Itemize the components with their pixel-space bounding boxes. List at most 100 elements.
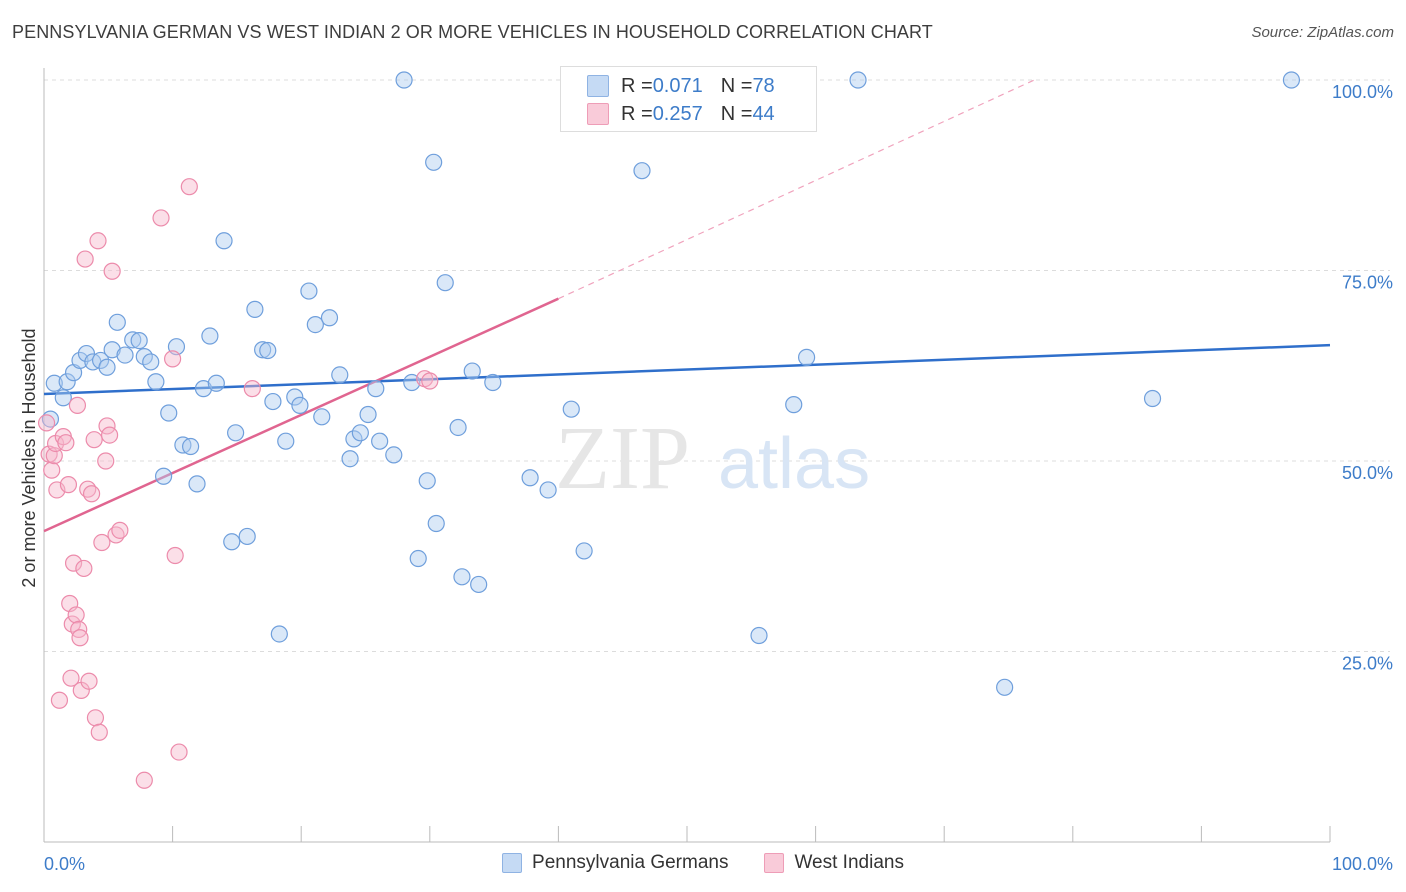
point-west-indians [243, 380, 261, 398]
point-pennsylvania-germans [367, 380, 385, 398]
watermark: ZIP atlas [555, 409, 870, 508]
point-west-indians [67, 606, 85, 624]
point-pennsylvania-germans [470, 575, 488, 594]
point-pennsylvania-germans [188, 475, 206, 493]
point-pennsylvania-germans [238, 527, 256, 546]
point-west-indians [43, 461, 61, 479]
legend-swatch-west-indians [764, 853, 785, 873]
source-label: Source: ZipAtlas.com [1251, 24, 1394, 41]
point-west-indians [93, 533, 111, 552]
point-pennsylvania-germans [142, 353, 160, 371]
point-pennsylvania-germans [371, 432, 389, 450]
chart-title: PENNSYLVANIA GERMAN VS WEST INDIAN 2 OR … [12, 22, 933, 42]
point-pennsylvania-germans [98, 358, 116, 376]
point-pennsylvania-germans [996, 678, 1014, 696]
trend-line-west-indians [43, 297, 559, 533]
point-pennsylvania-germans [463, 362, 481, 380]
point-pennsylvania-germans [300, 282, 318, 300]
point-pennsylvania-germans [313, 408, 331, 426]
point-pennsylvania-germans [320, 309, 339, 327]
y-tick-label: 25.0% [1342, 654, 1393, 674]
stats-r-value: 0.071 [652, 74, 703, 97]
point-pennsylvania-germans [291, 396, 309, 414]
point-west-indians [135, 771, 153, 789]
point-pennsylvania-germans [425, 153, 443, 171]
point-pennsylvania-germans [306, 316, 324, 334]
point-pennsylvania-germans [259, 341, 277, 360]
y-axis-label: 2 or more Vehicles in Household [19, 328, 39, 587]
stats-swatch-west-indians [587, 103, 609, 125]
point-pennsylvania-germans [223, 533, 241, 551]
point-pennsylvania-germans [277, 432, 295, 450]
data-points [37, 71, 1301, 789]
point-pennsylvania-germans [436, 274, 454, 292]
y-tick-label: 75.0% [1342, 273, 1393, 293]
point-pennsylvania-germans [575, 542, 593, 560]
point-pennsylvania-germans [254, 341, 272, 359]
point-west-indians [64, 554, 83, 572]
point-pennsylvania-germans [91, 351, 110, 370]
point-pennsylvania-germans [385, 446, 403, 464]
legend-label-west-indians: West Indians [794, 852, 904, 873]
point-pennsylvania-germans [521, 469, 539, 487]
point-west-indians [164, 350, 182, 368]
point-pennsylvania-germans [124, 331, 142, 349]
grid-lines [44, 79, 1390, 652]
point-west-indians [76, 250, 94, 268]
point-pennsylvania-germans [246, 300, 264, 318]
point-west-indians [57, 434, 75, 452]
point-pennsylvania-germans [341, 450, 359, 468]
point-pennsylvania-germans [453, 568, 471, 586]
y-tick-label: 100.0% [1332, 82, 1393, 102]
point-pennsylvania-germans [54, 389, 72, 407]
point-pennsylvania-germans [1282, 71, 1301, 89]
x-tick-label: 0.0% [44, 854, 85, 874]
point-west-indians [100, 426, 119, 444]
point-pennsylvania-germans [633, 162, 651, 180]
point-west-indians [85, 431, 103, 449]
point-pennsylvania-germans [286, 388, 304, 406]
stats-row-west-indians: R = 0.257 N = 44 [587, 101, 775, 127]
x-tick-label: 100.0% [1332, 854, 1393, 874]
point-pennsylvania-germans [427, 514, 445, 533]
point-pennsylvania-germans [351, 424, 369, 442]
stats-n-label: N = [720, 102, 753, 125]
point-west-indians [86, 709, 105, 727]
point-pennsylvania-germans [270, 625, 288, 643]
point-west-indians [111, 521, 129, 539]
stats-n-value: 78 [752, 74, 775, 97]
point-pennsylvania-germans [418, 472, 436, 490]
point-pennsylvania-germans [359, 405, 377, 424]
trend-lines [43, 79, 1331, 533]
stats-r-label: R = [621, 102, 653, 125]
point-pennsylvania-germans [147, 373, 165, 391]
point-west-indians [90, 723, 108, 741]
point-pennsylvania-germans [409, 549, 427, 568]
point-west-indians [166, 546, 184, 565]
point-west-indians [80, 672, 98, 690]
tick-labels: 25.0% 50.0% 75.0% 100.0% 0.0% 100.0% [44, 82, 1393, 874]
stats-n-value: 44 [752, 102, 775, 125]
axes [43, 68, 1331, 843]
point-pennsylvania-germans [71, 351, 89, 370]
point-west-indians [103, 262, 121, 280]
point-pennsylvania-germans [215, 232, 233, 250]
point-pennsylvania-germans [108, 313, 126, 331]
point-pennsylvania-germans [750, 626, 768, 645]
stats-legend: R = 0.071 N = 78 R = 0.257 N = 44 [560, 66, 817, 132]
stats-r-value: 0.257 [652, 102, 703, 125]
point-west-indians [152, 209, 170, 227]
point-pennsylvania-germans [194, 380, 213, 398]
point-pennsylvania-germans [58, 373, 76, 391]
point-pennsylvania-germans [484, 373, 502, 392]
legend-item-pennsylvania: Pennsylvania Germans [502, 852, 728, 874]
point-west-indians [82, 485, 101, 503]
point-west-indians [45, 447, 63, 465]
point-pennsylvania-germans [201, 327, 219, 345]
point-west-indians [89, 232, 107, 250]
legend-item-west-indians: West Indians [764, 852, 904, 874]
point-pennsylvania-germans [345, 430, 363, 448]
point-pennsylvania-germans [331, 366, 349, 384]
point-pennsylvania-germans [154, 467, 173, 485]
